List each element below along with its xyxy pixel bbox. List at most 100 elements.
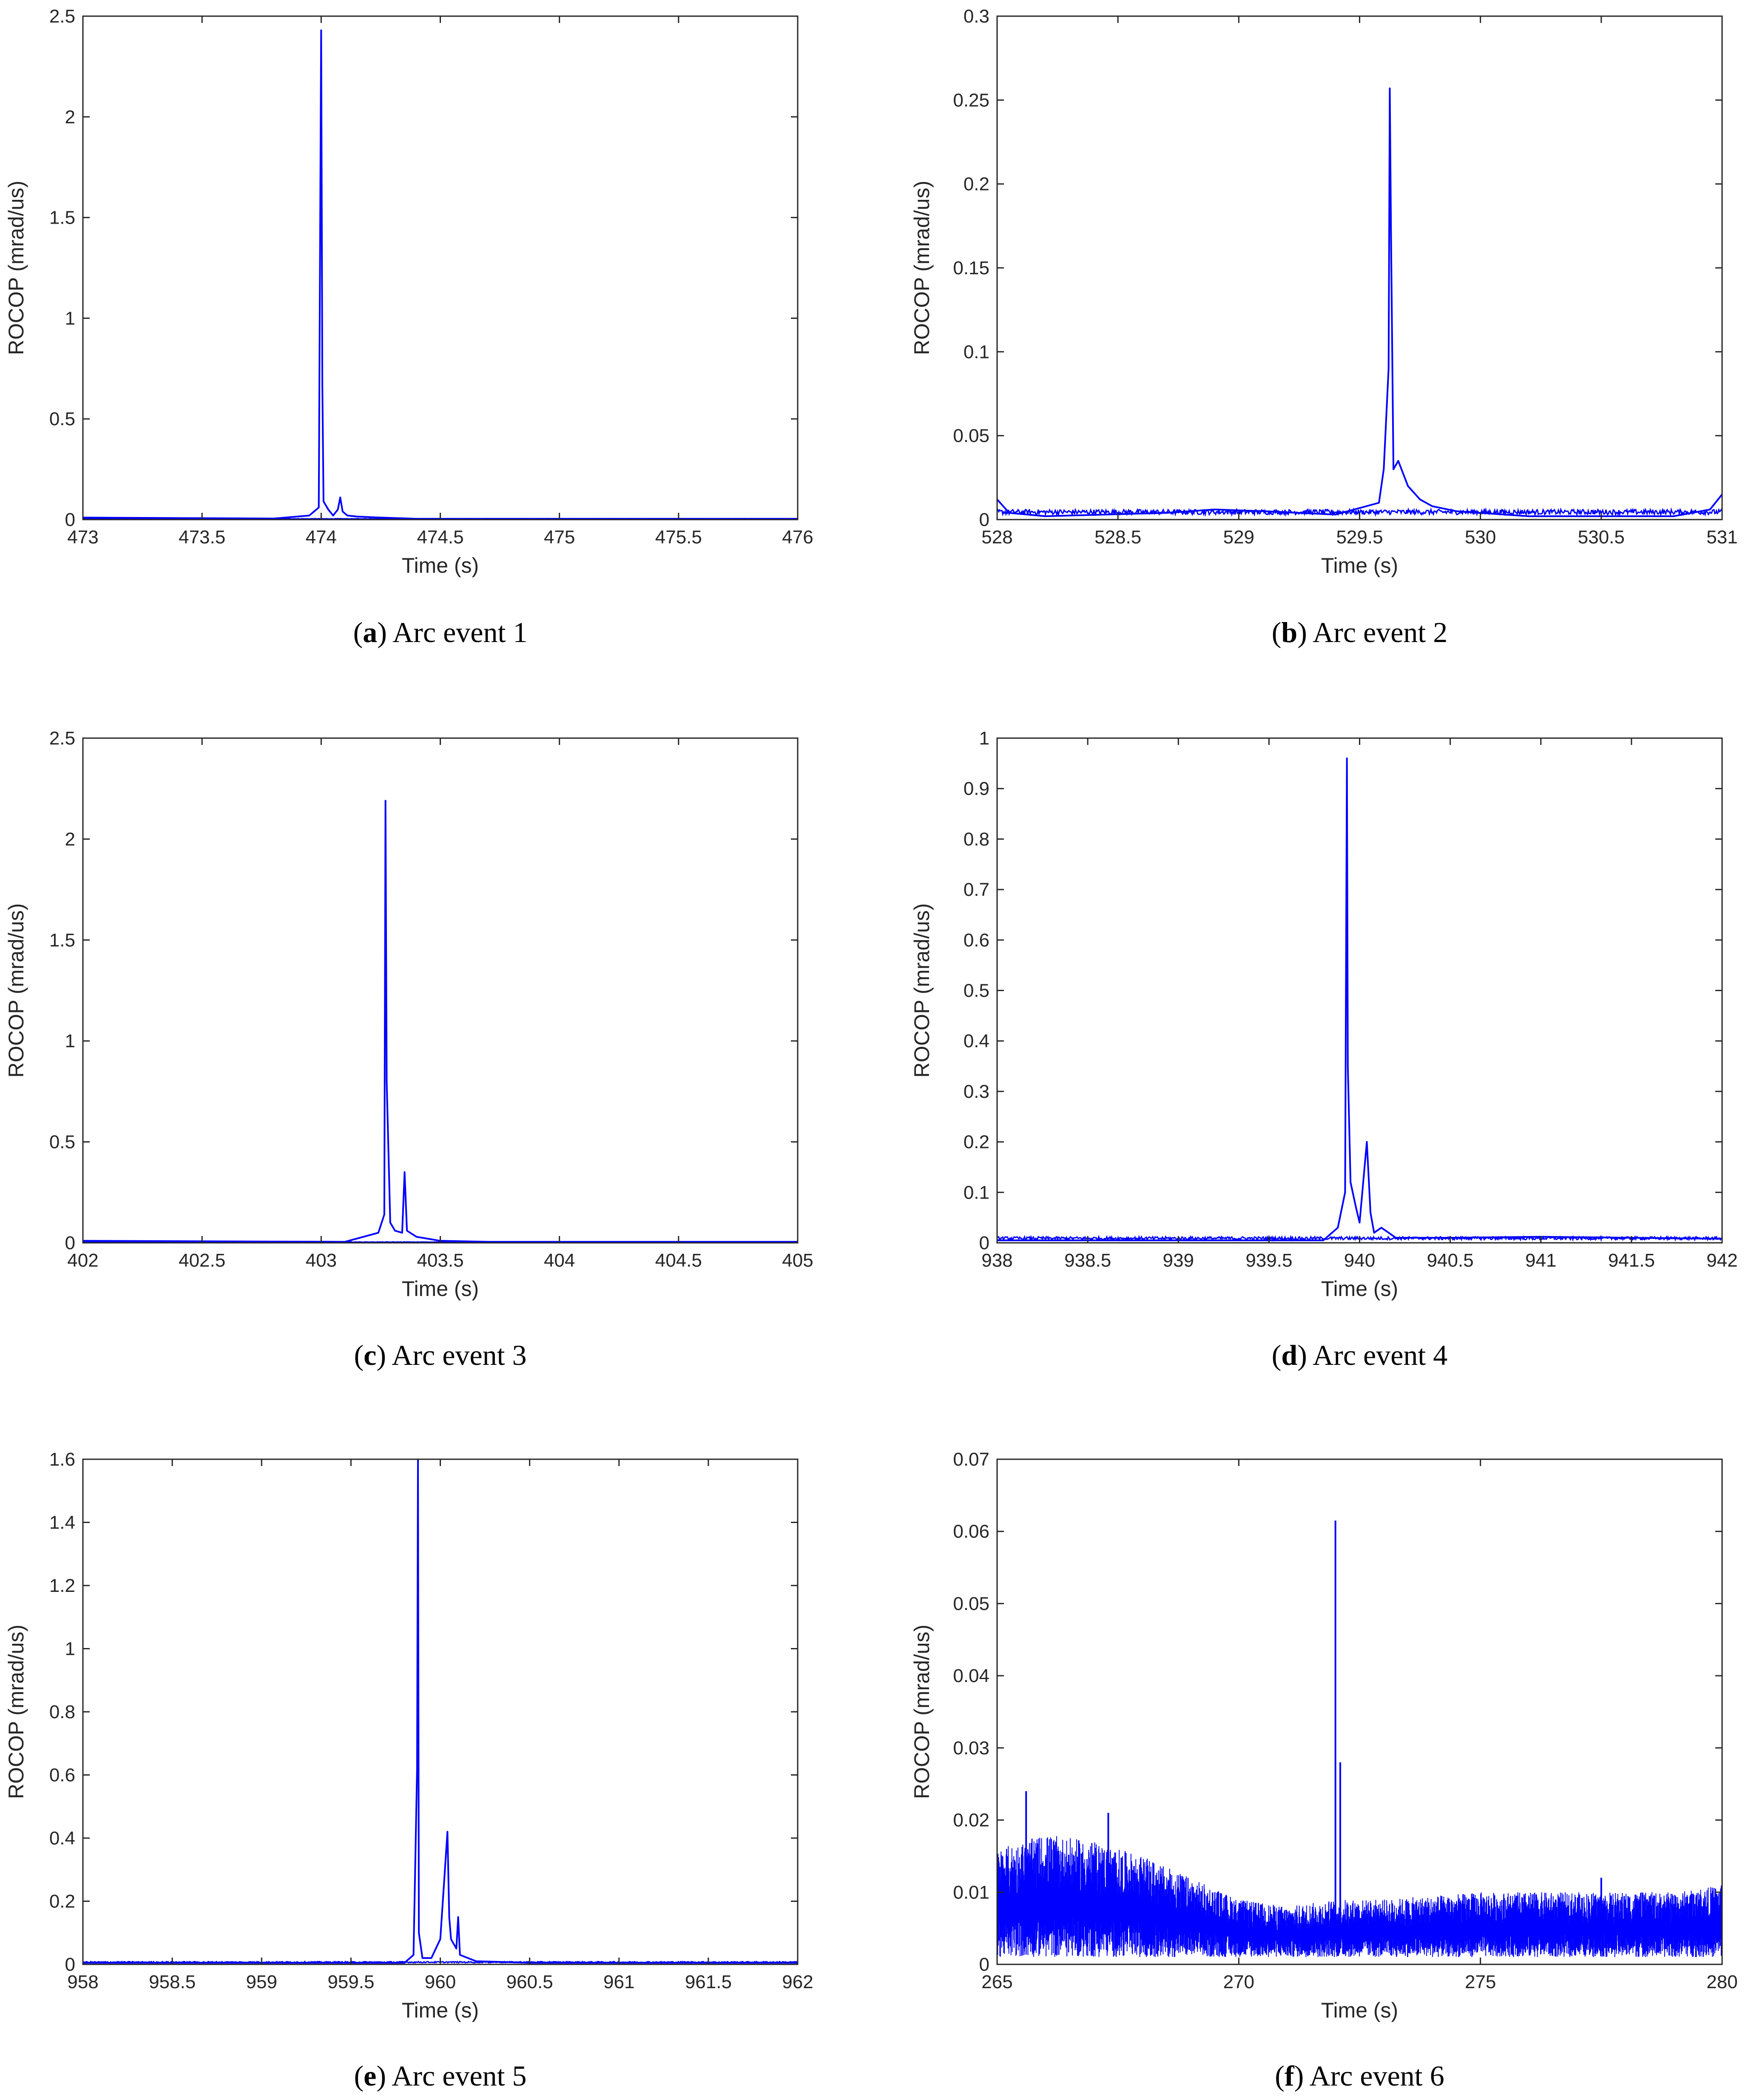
y-tick-label: 0.01 — [953, 1882, 989, 1903]
x-tick-label: 940.5 — [1427, 1250, 1474, 1271]
y-tick-label: 1 — [65, 1031, 75, 1051]
x-tick-label: 403.5 — [417, 1250, 463, 1271]
x-tick-label: 941.5 — [1608, 1250, 1655, 1271]
caption-text: Arc event 5 — [392, 2060, 526, 2092]
caption-letter: f — [1285, 2060, 1295, 2092]
y-tick-label: 0.4 — [49, 1828, 75, 1849]
y-tick-label: 0 — [65, 1233, 75, 1253]
x-tick-label: 961 — [603, 1972, 634, 1992]
y-tick-label: 0.5 — [49, 409, 75, 429]
x-tick-label: 939.5 — [1245, 1250, 1292, 1271]
x-tick-label: 961.5 — [685, 1972, 732, 1992]
caption-letter: c — [364, 1339, 376, 1371]
panel-caption: (c) Arc event 3 — [354, 1339, 527, 1371]
x-tick-label: 531 — [1706, 527, 1737, 548]
x-tick-label: 270 — [1223, 1972, 1254, 1992]
x-tick-label: 958.5 — [149, 1972, 196, 1992]
x-tick-label: 475 — [544, 527, 575, 548]
series-line-noise — [997, 1836, 1722, 1957]
caption-letter: e — [364, 2060, 376, 2092]
caption-letter: d — [1281, 1339, 1297, 1371]
y-axis-label: ROCOP (mrad/us) — [910, 181, 934, 355]
axes-frame — [996, 1458, 1723, 1965]
y-tick-label: 0.5 — [964, 980, 989, 1001]
x-tick-label: 939 — [1163, 1250, 1194, 1271]
x-tick-label: 403 — [306, 1250, 337, 1271]
x-tick-label: 474.5 — [417, 527, 463, 548]
y-tick-label: 0.1 — [964, 341, 989, 362]
x-tick-label: 942 — [1706, 1250, 1737, 1271]
y-tick-label: 2 — [65, 107, 75, 128]
y-tick-label: 0.9 — [964, 779, 989, 799]
y-tick-label: 1.5 — [49, 207, 75, 228]
series-line — [83, 800, 798, 1243]
chart-panel-c: 402 402.5 403 403.5 404 404.5 405 0 0.5 1 1.5 2 2.5 T… — [4, 728, 813, 1371]
x-tick-label: 404.5 — [655, 1250, 702, 1271]
x-tick-label: 940 — [1344, 1250, 1375, 1271]
y-tick-label: 0 — [979, 1233, 989, 1253]
plot-area — [997, 16, 1722, 520]
y-tick-label: 0.04 — [953, 1665, 989, 1686]
y-axis-label: ROCOP (mrad/us) — [4, 903, 28, 1077]
y-tick-label: 0.7 — [964, 879, 989, 900]
panel-caption: (b) Arc event 2 — [1272, 616, 1448, 648]
panel-caption: (f) Arc event 6 — [1275, 2060, 1444, 2092]
x-tick-label: 475.5 — [655, 527, 702, 548]
y-tick-label: 0.2 — [49, 1891, 75, 1912]
y-axis-label: ROCOP (mrad/us) — [910, 903, 934, 1077]
y-tick-label: 0.8 — [49, 1702, 75, 1722]
chart-panel-b: 528 528.5 529 529.5 530 530.5 531 0 0.05 0.1 0.15 0… — [910, 6, 1738, 648]
x-tick-label: 959.5 — [327, 1972, 374, 1992]
series-line — [997, 87, 1722, 517]
chart-panel-a: 473 473.5 474 474.5 475 475.5 476 0 0.5 1 1.5 2 2.5 T… — [4, 6, 813, 648]
x-tick-label: 529.5 — [1336, 527, 1383, 548]
x-tick-label: 404 — [544, 1250, 575, 1271]
x-tick-label: 529 — [1223, 527, 1254, 548]
x-tick-label: 941 — [1525, 1250, 1556, 1271]
x-tick-label: 402.5 — [179, 1250, 225, 1271]
plot-area — [83, 1459, 798, 1964]
x-tick-label: 528 — [981, 527, 1012, 548]
y-tick-label: 0.3 — [964, 6, 989, 27]
y-tick-label: 0.25 — [953, 90, 989, 111]
y-tick-label: 0 — [65, 1954, 75, 1975]
series-line — [83, 1459, 798, 1964]
y-tick-label: 1 — [979, 728, 989, 749]
x-tick-label: 476 — [782, 527, 813, 548]
y-tick-label: 1.2 — [49, 1575, 75, 1596]
plot-area — [83, 738, 798, 1243]
y-tick-label: 0.05 — [953, 1593, 989, 1614]
x-tick-label: 962 — [782, 1972, 813, 1992]
chart-panel-d: 938 938.5 939 939.5 940 940.5 941 941.5 942 0 0.1 0… — [910, 728, 1738, 1371]
x-tick-label: 275 — [1465, 1972, 1496, 1992]
y-tick-label: 0.6 — [964, 930, 989, 951]
x-tick-label: 402 — [67, 1250, 98, 1271]
x-tick-label: 280 — [1706, 1972, 1737, 1992]
x-axis-label: Time (s) — [402, 1277, 479, 1301]
y-tick-label: 0.4 — [964, 1031, 989, 1051]
y-tick-label: 0 — [65, 509, 75, 530]
y-tick-label: 1.6 — [49, 1449, 75, 1470]
panel-caption: (d) Arc event 4 — [1272, 1339, 1448, 1371]
y-tick-label: 0.02 — [953, 1810, 989, 1831]
caption-letter: b — [1281, 616, 1297, 648]
series-line — [83, 29, 798, 520]
caption-text: Arc event 1 — [392, 616, 527, 648]
series-line — [997, 757, 1722, 1242]
panel-caption: (a) Arc event 1 — [353, 616, 528, 648]
x-tick-label: 474 — [306, 527, 337, 548]
y-tick-label: 0.06 — [953, 1521, 989, 1542]
y-tick-label: 0.2 — [964, 174, 989, 195]
y-tick-label: 0.5 — [49, 1132, 75, 1153]
x-tick-label: 938 — [981, 1250, 1012, 1271]
y-tick-label: 1 — [65, 308, 75, 329]
chart-panel-e: 958 958.5 959 959.5 960 960.5 961 961.5 962 0 0.2 0… — [4, 1449, 813, 2092]
y-tick-label: 2 — [65, 829, 75, 850]
y-axis-label: ROCOP (mrad/us) — [910, 1625, 934, 1799]
caption-text: Arc event 4 — [1313, 1339, 1447, 1371]
x-axis-label: Time (s) — [402, 1998, 479, 2022]
y-tick-label: 1 — [65, 1639, 75, 1660]
x-tick-label: 960.5 — [506, 1972, 553, 1992]
y-tick-label: 2.5 — [49, 6, 75, 27]
